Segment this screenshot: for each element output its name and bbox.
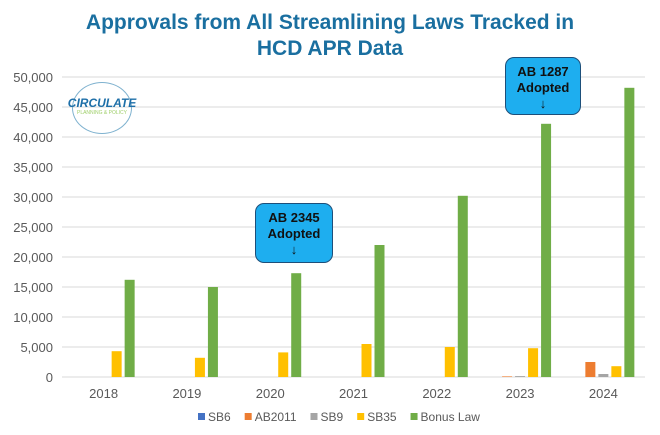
callout-ab2345: AB 2345 Adopted ↓: [255, 203, 333, 263]
callout-text: AB 1287: [517, 64, 569, 79]
bar-sb35-2020: [278, 352, 289, 377]
arrow-down-icon: ↓: [539, 96, 547, 111]
y-tick-label: 35,000: [13, 160, 53, 175]
bar-sb9-2024: [598, 374, 609, 377]
y-tick-label: 30,000: [13, 190, 53, 205]
bar-sb35-2021: [361, 344, 372, 377]
arrow-down-icon: ↓: [290, 242, 298, 257]
x-tick-label: 2020: [256, 386, 285, 401]
legend-label: SB6: [208, 410, 231, 424]
y-tick-label: 50,000: [13, 70, 53, 85]
bar-sb35-2019: [194, 357, 205, 377]
x-tick-label: 2024: [589, 386, 618, 401]
x-tick-label: 2019: [172, 386, 201, 401]
callout-ab1287: AB 1287 Adopted ↓: [505, 57, 581, 115]
y-tick-label: 20,000: [13, 250, 53, 265]
y-tick-label: 5,000: [20, 340, 53, 355]
y-tick-label: 15,000: [13, 280, 53, 295]
y-tick-label: 40,000: [13, 130, 53, 145]
bar-bonus-law-2023: [541, 123, 552, 377]
x-tick-label: 2023: [506, 386, 535, 401]
circulate-logo: CIRCULATE PLANNING & POLICY: [68, 82, 136, 134]
chart-title-line1: Approvals from All Streamlining Laws Tra…: [85, 11, 575, 34]
callout-text: AB 2345: [268, 210, 320, 225]
bar-sb35-2018: [111, 351, 122, 377]
x-tick-label: 2018: [89, 386, 118, 401]
bar-ab2011-2024: [585, 362, 596, 377]
bar-bonus-law-2018: [124, 279, 135, 377]
legend-label: SB9: [321, 410, 344, 424]
bar-ab2011-2023: [502, 376, 513, 377]
y-tick-label: 45,000: [13, 100, 53, 115]
bar-bonus-law-2021: [374, 245, 385, 377]
legend-label: Bonus Law: [421, 410, 481, 424]
legend-swatch: [310, 413, 318, 420]
x-tick-label: 2021: [339, 386, 368, 401]
logo-name: CIRCULATE: [67, 96, 137, 110]
bar-sb35-2023: [528, 348, 539, 377]
legend-swatch: [244, 413, 252, 420]
bar-bonus-law-2022: [457, 195, 468, 377]
legend-swatch: [410, 413, 418, 420]
y-tick-label: 0: [46, 370, 53, 385]
y-tick-label: 10,000: [13, 310, 53, 325]
bar-bonus-law-2024: [624, 87, 635, 378]
chart-title-line2: HCD APR Data: [256, 37, 404, 60]
bar-sb35-2022: [444, 347, 455, 377]
bar-sb35-2024: [611, 366, 622, 377]
legend-label: SB35: [367, 410, 397, 424]
bar-sb9-2023: [515, 376, 526, 377]
callout-text: Adopted: [516, 80, 570, 95]
callout-text: Adopted: [267, 226, 321, 241]
y-tick-label: 25,000: [13, 220, 53, 235]
bar-bonus-law-2019: [207, 287, 218, 377]
legend-swatch: [198, 413, 205, 420]
logo-tagline: PLANNING & POLICY: [76, 110, 127, 116]
bar-bonus-law-2020: [291, 273, 302, 377]
legend-swatch: [357, 413, 365, 420]
x-tick-label: 2022: [422, 386, 451, 401]
legend-label: AB2011: [255, 410, 297, 424]
